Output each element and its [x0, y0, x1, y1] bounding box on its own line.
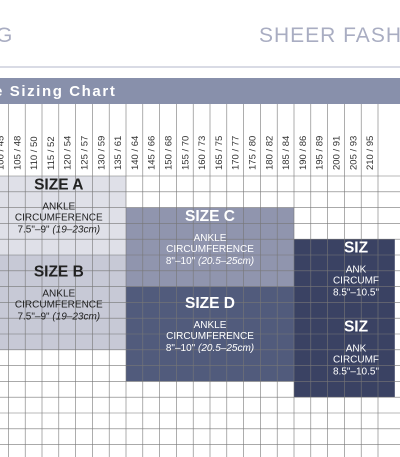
zone-label: SIZE D: [185, 295, 235, 312]
column-label: 175 / 80: [248, 136, 259, 170]
zone-range: 8.5"–10.5": [333, 288, 379, 299]
column-label: 170 / 77: [231, 136, 242, 170]
zone-range: 8"–10" (20.5–25cm): [166, 343, 254, 354]
column-label: 180 / 82: [264, 136, 275, 170]
zone-label: SIZ: [344, 240, 369, 257]
zone-label: SIZE B: [34, 263, 84, 280]
sizing-grid-chart: 100 / 45 105 / 48 110 / 50 115 / 52 120 / 54…: [0, 104, 400, 457]
zone-subtitle: ANKLE: [194, 320, 227, 331]
brand-name: G: [0, 24, 14, 47]
column-label: 145 / 66: [147, 136, 158, 170]
column-label: 120 / 54: [63, 136, 74, 170]
zone-subtitle: ANK: [346, 344, 367, 355]
zone-label: SIZ: [344, 319, 369, 336]
zone-subtitle: CIRCUMF: [333, 276, 379, 287]
title-banner: e Sizing Chart: [0, 78, 400, 104]
column-label: 195 / 89: [315, 136, 326, 170]
column-label: 160 / 73: [197, 136, 208, 170]
column-label: 100 / 45: [0, 136, 7, 170]
zone-subtitle: CIRCUMFERENCE: [166, 331, 254, 342]
chart-title: e Sizing Chart: [0, 83, 117, 100]
zone-subtitle: ANKLE: [42, 288, 75, 299]
zone-subtitle: CIRCUMF: [333, 355, 379, 366]
column-label: 110 / 50: [29, 136, 40, 170]
header-divider: [0, 66, 400, 68]
column-label: 165 / 75: [214, 136, 225, 170]
column-label: 200 / 91: [332, 136, 343, 170]
zone-range: 7.5"–9" (19–23cm): [17, 225, 100, 236]
collection-name: SHEER FASH: [258, 24, 400, 47]
column-label: 115 / 52: [46, 136, 57, 170]
zone-range: 8.5"–10.5": [333, 367, 379, 378]
zone-subtitle: ANKLE: [194, 233, 227, 244]
column-label: 150 / 68: [164, 136, 175, 170]
zone-label: SIZE C: [185, 208, 235, 225]
zone-subtitle: CIRCUMFERENCE: [15, 213, 103, 224]
zone-fill-a: [0, 176, 126, 255]
column-label: 140 / 64: [130, 136, 141, 170]
column-label: 105 / 48: [12, 136, 23, 170]
zone-range: 8"–10" (20.5–25cm): [166, 256, 254, 267]
column-label: 135 / 61: [113, 136, 124, 170]
column-label: 210 / 95: [365, 136, 376, 170]
column-label: 155 / 70: [180, 136, 191, 170]
zone-subtitle: CIRCUMFERENCE: [15, 299, 103, 310]
zone-range: 7.5"–9" (19–23cm): [17, 311, 100, 322]
column-label: 125 / 57: [80, 136, 91, 170]
column-label: 190 / 86: [298, 136, 309, 170]
column-label: 185 / 84: [281, 136, 292, 170]
column-label: 130 / 59: [96, 136, 107, 170]
zone-subtitle: CIRCUMFERENCE: [166, 244, 254, 255]
column-label: 205 / 93: [348, 136, 359, 170]
zone-subtitle: ANK: [346, 265, 367, 276]
zone-label: SIZE A: [34, 177, 83, 194]
zone-subtitle: ANKLE: [42, 202, 75, 213]
